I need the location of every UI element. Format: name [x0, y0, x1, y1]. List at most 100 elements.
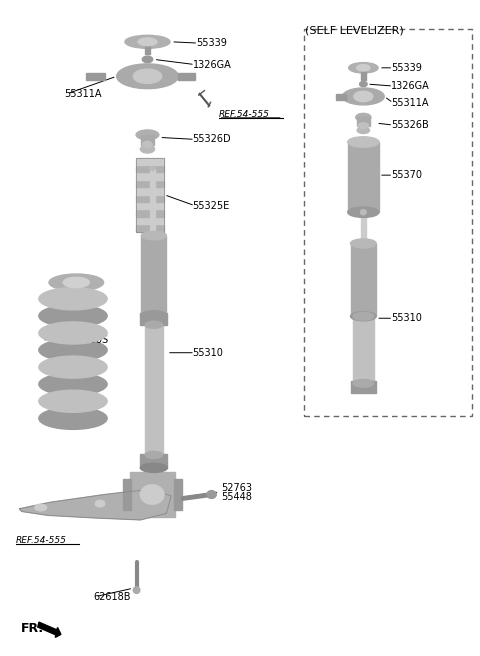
Text: REF.54-555: REF.54-555	[16, 536, 67, 545]
Bar	[141, 135, 154, 144]
Bar	[348, 142, 379, 213]
Bar	[136, 211, 164, 217]
Text: 55311A: 55311A	[64, 89, 102, 99]
Ellipse shape	[143, 141, 152, 148]
Ellipse shape	[358, 123, 369, 129]
Ellipse shape	[39, 339, 107, 361]
Ellipse shape	[148, 494, 156, 501]
Ellipse shape	[150, 167, 155, 171]
Ellipse shape	[136, 130, 159, 140]
Ellipse shape	[141, 311, 167, 319]
Ellipse shape	[39, 322, 107, 344]
Ellipse shape	[125, 35, 170, 49]
Bar	[136, 218, 164, 224]
Ellipse shape	[350, 239, 376, 248]
Bar	[336, 94, 346, 100]
Bar	[150, 169, 155, 237]
Bar	[350, 243, 376, 316]
Ellipse shape	[39, 373, 107, 395]
Ellipse shape	[35, 504, 47, 511]
Bar	[136, 166, 164, 173]
Ellipse shape	[348, 62, 378, 73]
Bar	[360, 213, 366, 245]
Bar	[361, 68, 366, 79]
Ellipse shape	[67, 282, 86, 291]
Bar	[353, 316, 374, 383]
Ellipse shape	[117, 64, 179, 89]
Ellipse shape	[357, 127, 370, 134]
Ellipse shape	[145, 321, 163, 328]
Ellipse shape	[96, 501, 105, 507]
Text: 52763: 52763	[221, 483, 252, 493]
Ellipse shape	[133, 587, 140, 594]
Ellipse shape	[360, 81, 367, 87]
Bar	[357, 117, 370, 126]
Text: 55326B: 55326B	[391, 120, 429, 130]
Ellipse shape	[138, 38, 157, 46]
Polygon shape	[19, 489, 171, 520]
Bar	[179, 73, 195, 79]
Ellipse shape	[39, 390, 107, 413]
Bar	[136, 180, 164, 187]
Text: 55325E: 55325E	[192, 201, 230, 211]
Ellipse shape	[49, 274, 104, 291]
Ellipse shape	[39, 407, 107, 430]
Bar	[140, 453, 168, 468]
Bar	[136, 203, 164, 209]
Bar	[123, 479, 131, 510]
Bar	[145, 42, 150, 54]
Bar	[86, 73, 105, 79]
Text: 55350S: 55350S	[72, 335, 108, 344]
Text: REF.54-555: REF.54-555	[219, 110, 270, 119]
Bar	[130, 472, 175, 517]
Text: 55331A: 55331A	[50, 279, 88, 289]
Bar	[136, 225, 164, 232]
Bar	[136, 159, 164, 165]
Ellipse shape	[207, 491, 216, 499]
Bar	[145, 325, 163, 455]
Bar	[350, 381, 376, 393]
Text: 1326GA: 1326GA	[391, 81, 430, 91]
Ellipse shape	[140, 145, 155, 153]
Ellipse shape	[140, 463, 168, 472]
Ellipse shape	[141, 232, 167, 240]
Ellipse shape	[348, 207, 379, 217]
FancyArrow shape	[38, 622, 61, 638]
Ellipse shape	[39, 356, 107, 378]
Ellipse shape	[39, 305, 107, 327]
Text: 55339: 55339	[391, 63, 422, 73]
Text: 62618B: 62618B	[93, 592, 131, 602]
Text: (SELF LEVELIZER): (SELF LEVELIZER)	[305, 25, 404, 35]
Ellipse shape	[354, 91, 373, 102]
Ellipse shape	[145, 451, 163, 459]
Text: FR.: FR.	[21, 622, 44, 635]
Ellipse shape	[360, 210, 366, 215]
Ellipse shape	[353, 379, 374, 387]
Text: 1326GA: 1326GA	[192, 60, 231, 70]
Bar	[136, 188, 164, 195]
Text: 55448: 55448	[221, 492, 252, 502]
Text: 55370: 55370	[391, 170, 422, 180]
Ellipse shape	[356, 113, 371, 121]
Text: 55326D: 55326D	[192, 134, 231, 144]
Ellipse shape	[133, 69, 162, 83]
Ellipse shape	[348, 136, 379, 147]
Text: 55311A: 55311A	[391, 98, 428, 108]
Ellipse shape	[142, 56, 153, 62]
Ellipse shape	[353, 312, 374, 320]
Bar	[174, 479, 181, 510]
Ellipse shape	[357, 64, 370, 71]
Bar	[140, 313, 168, 325]
Text: 55339: 55339	[196, 38, 227, 48]
Text: 55310: 55310	[192, 348, 223, 358]
Ellipse shape	[140, 485, 164, 504]
Bar	[136, 157, 164, 232]
Bar	[136, 173, 164, 180]
Text: 55310: 55310	[391, 314, 422, 323]
Ellipse shape	[342, 88, 384, 105]
Ellipse shape	[63, 277, 89, 288]
Bar	[141, 236, 167, 315]
Ellipse shape	[39, 288, 107, 310]
Ellipse shape	[350, 312, 376, 321]
Bar	[136, 195, 164, 202]
